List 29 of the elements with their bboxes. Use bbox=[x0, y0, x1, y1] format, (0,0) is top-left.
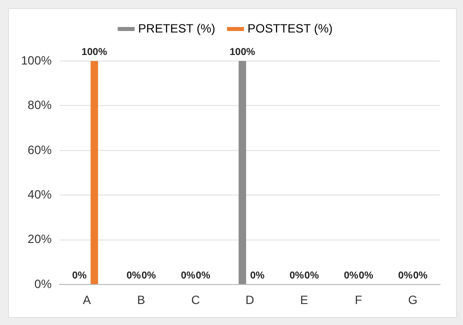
x-tick-label: E bbox=[300, 293, 308, 308]
x-tick-label: D bbox=[246, 293, 255, 308]
data-label: 0% bbox=[196, 270, 210, 282]
data-label: 0% bbox=[289, 270, 304, 282]
data-label: 0% bbox=[304, 270, 319, 282]
x-tick-label: B bbox=[137, 293, 146, 308]
data-label: 100% bbox=[230, 46, 256, 58]
data-label: 0% bbox=[72, 270, 87, 282]
y-tick-label: 0% bbox=[34, 276, 52, 291]
legend-label: POSTTEST (%) bbox=[248, 21, 333, 36]
data-label: 0% bbox=[141, 270, 156, 282]
data-label: 0% bbox=[180, 270, 196, 282]
y-tick-label: 60% bbox=[28, 142, 52, 157]
data-label: 0% bbox=[398, 270, 413, 282]
data-label: 0% bbox=[250, 270, 265, 282]
data-label: 0% bbox=[126, 270, 142, 282]
data-label: 0% bbox=[344, 270, 358, 282]
x-tick-label: A bbox=[82, 293, 91, 308]
x-tick-label: F bbox=[354, 293, 362, 308]
data-label: 0% bbox=[413, 270, 428, 282]
data-label: 0% bbox=[358, 270, 374, 282]
y-tick-label: 100% bbox=[20, 53, 52, 68]
data-label: 100% bbox=[82, 46, 108, 58]
x-tick-label: C bbox=[191, 293, 200, 308]
y-tick-label: 40% bbox=[28, 187, 52, 202]
y-tick-label: 80% bbox=[28, 98, 52, 112]
x-tick-label: G bbox=[408, 293, 418, 308]
legend-label: PRETEST (%) bbox=[138, 21, 216, 36]
y-tick-label: 20% bbox=[28, 232, 52, 246]
